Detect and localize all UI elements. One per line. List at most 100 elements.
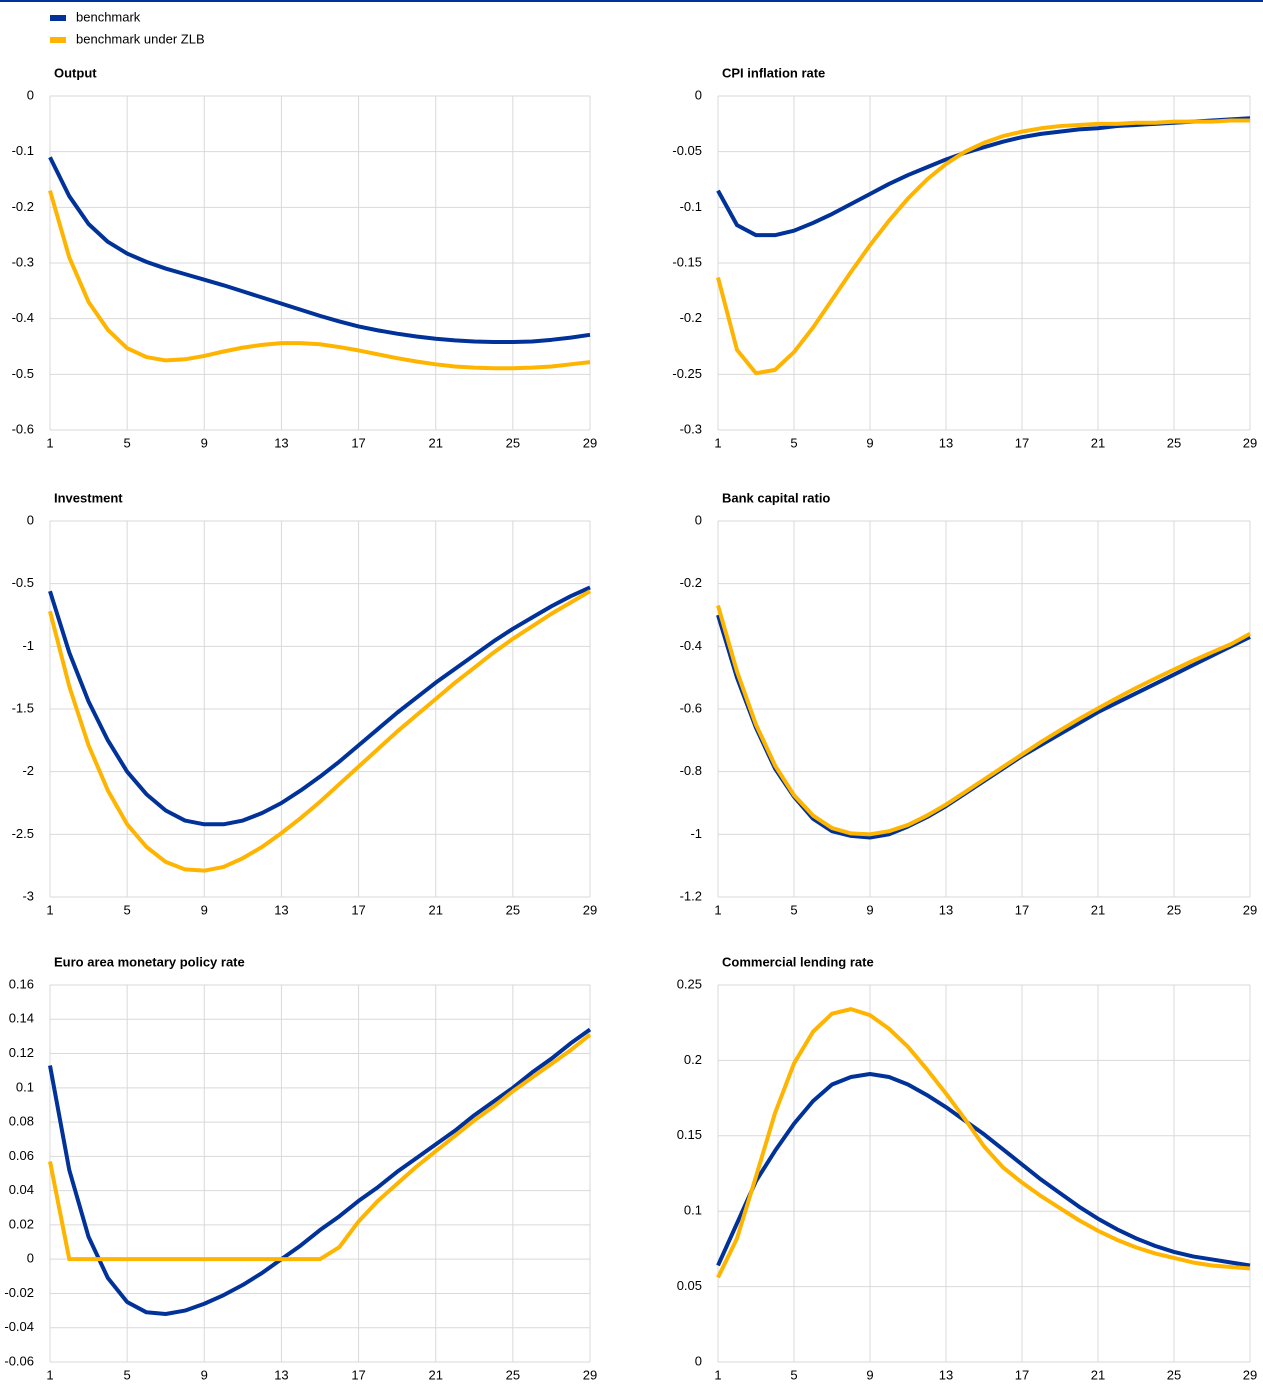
series-line xyxy=(48,585,591,827)
x-tick-label: 17 xyxy=(1015,435,1029,450)
y-tick-label: -2.5 xyxy=(12,826,34,841)
y-tick-label: -1.5 xyxy=(12,700,34,715)
x-tick-label: 25 xyxy=(506,902,520,917)
x-tick-label: 13 xyxy=(939,1367,953,1382)
series-line xyxy=(48,156,591,345)
x-tick-label: 13 xyxy=(939,435,953,450)
y-tick-label: 0.14 xyxy=(9,1011,34,1026)
y-tick-label: 0 xyxy=(27,512,34,527)
y-tick-label: -1.2 xyxy=(680,888,702,903)
x-tick-label: 29 xyxy=(583,902,597,917)
x-tick-label: 5 xyxy=(124,902,131,917)
y-tick-label: 0.05 xyxy=(677,1278,702,1293)
y-tick-label: 0.2 xyxy=(684,1052,702,1067)
y-tick-label: -0.1 xyxy=(12,143,34,158)
series-line xyxy=(48,1033,592,1262)
x-tick-label: 17 xyxy=(1015,1367,1029,1382)
legend-swatch xyxy=(50,15,66,21)
y-tick-label: 0.04 xyxy=(9,1182,34,1197)
chart-title: Bank capital ratio xyxy=(722,490,830,505)
x-tick-label: 21 xyxy=(428,1367,442,1382)
x-tick-label: 13 xyxy=(274,1367,288,1382)
y-tick-label: 0 xyxy=(27,1251,34,1266)
x-tick-label: 9 xyxy=(866,1367,873,1382)
y-tick-label: 0.08 xyxy=(9,1114,34,1129)
x-tick-label: 17 xyxy=(351,1367,365,1382)
x-tick-label: 5 xyxy=(124,1367,131,1382)
series-line xyxy=(48,589,592,873)
y-tick-label: 0.16 xyxy=(9,976,34,991)
chart-title: Output xyxy=(54,65,97,80)
x-tick-label: 13 xyxy=(274,435,288,450)
x-tick-label: 9 xyxy=(201,902,208,917)
x-tick-label: 25 xyxy=(506,1367,520,1382)
y-tick-label: -0.25 xyxy=(672,366,702,381)
y-tick-label: -0.8 xyxy=(680,763,702,778)
y-tick-label: -0.2 xyxy=(680,575,702,590)
x-tick-label: 1 xyxy=(714,1367,721,1382)
legend-label: benchmark under ZLB xyxy=(76,31,205,46)
y-tick-label: -1 xyxy=(22,638,34,653)
y-tick-label: -0.4 xyxy=(12,310,34,325)
y-tick-label: 0 xyxy=(695,1353,702,1368)
y-tick-label: 0 xyxy=(695,87,702,102)
x-tick-label: 17 xyxy=(351,902,365,917)
x-tick-label: 21 xyxy=(1091,1367,1105,1382)
x-tick-label: 5 xyxy=(124,435,131,450)
x-tick-label: 9 xyxy=(201,435,208,450)
y-tick-label: -1 xyxy=(690,826,702,841)
series-line xyxy=(716,1071,1251,1268)
y-tick-label: -0.2 xyxy=(680,310,702,325)
series-line xyxy=(48,1027,592,1317)
y-tick-label: -0.5 xyxy=(12,575,34,590)
x-tick-label: 25 xyxy=(1167,1367,1181,1382)
y-tick-label: -3 xyxy=(22,888,34,903)
y-tick-label: 0 xyxy=(695,512,702,527)
x-tick-label: 29 xyxy=(583,1367,597,1382)
y-tick-label: -0.3 xyxy=(680,421,702,436)
y-tick-label: -2 xyxy=(22,763,34,778)
chart-title: Euro area monetary policy rate xyxy=(54,954,245,969)
y-tick-label: 0.06 xyxy=(9,1148,34,1163)
x-tick-label: 9 xyxy=(866,435,873,450)
chart-title: CPI inflation rate xyxy=(722,65,825,80)
y-tick-label: 0.1 xyxy=(684,1203,702,1218)
y-tick-label: -0.02 xyxy=(4,1285,34,1300)
chart-title: Investment xyxy=(54,490,123,505)
y-tick-label: -0.05 xyxy=(672,143,702,158)
x-tick-label: 29 xyxy=(1243,1367,1257,1382)
y-tick-label: -0.2 xyxy=(12,199,34,214)
x-tick-label: 21 xyxy=(428,902,442,917)
x-tick-label: 9 xyxy=(201,1367,208,1382)
x-tick-label: 21 xyxy=(428,435,442,450)
x-tick-label: 1 xyxy=(714,902,721,917)
series-line xyxy=(716,118,1250,376)
x-tick-label: 25 xyxy=(1167,902,1181,917)
y-tick-label: -0.4 xyxy=(680,638,702,653)
x-tick-label: 21 xyxy=(1091,902,1105,917)
x-tick-label: 9 xyxy=(866,902,873,917)
x-tick-label: 13 xyxy=(939,902,953,917)
x-tick-label: 29 xyxy=(1243,902,1257,917)
y-tick-label: 0.1 xyxy=(16,1079,34,1094)
legend-label: benchmark xyxy=(76,9,141,24)
y-tick-label: -0.3 xyxy=(12,254,34,269)
y-tick-label: -0.6 xyxy=(680,700,702,715)
x-tick-label: 1 xyxy=(714,435,721,450)
y-tick-label: 0.25 xyxy=(677,976,702,991)
series-line xyxy=(716,614,1251,840)
x-tick-label: 17 xyxy=(1015,902,1029,917)
legend-swatch xyxy=(50,37,66,43)
y-tick-label: -0.06 xyxy=(4,1353,34,1368)
y-tick-label: 0 xyxy=(27,87,34,102)
x-tick-label: 17 xyxy=(351,435,365,450)
series-line xyxy=(716,1007,1251,1279)
x-tick-label: 29 xyxy=(583,435,597,450)
series-line xyxy=(716,605,1251,837)
y-tick-label: 0.02 xyxy=(9,1216,34,1231)
y-tick-label: -0.15 xyxy=(672,254,702,269)
y-tick-label: -0.6 xyxy=(12,421,34,436)
x-tick-label: 5 xyxy=(790,435,797,450)
